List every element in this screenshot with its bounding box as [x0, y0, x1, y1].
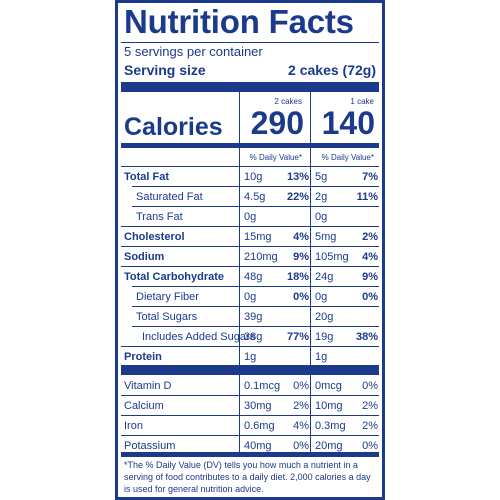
divider	[121, 166, 379, 167]
percent-dv-1-cake: 0%	[362, 291, 378, 303]
serving-size-row: Serving size 2 cakes (72g)	[124, 62, 376, 78]
amount-2-cakes: 40mg	[244, 440, 272, 452]
medium-divider	[121, 452, 379, 457]
nutrient-name: Trans Fat	[136, 211, 183, 223]
percent-dv-1-cake: 2%	[362, 400, 378, 412]
nutrient-name: Protein	[124, 351, 162, 363]
nutrient-name: Total Sugars	[136, 311, 198, 323]
percent-dv-2-cakes: 4%	[293, 420, 309, 432]
amount-1-cake: 20mg	[315, 440, 343, 452]
calories-label: Calories	[124, 113, 223, 141]
nutrient-name: Includes Added Sugars	[142, 331, 256, 343]
row-divider	[121, 266, 379, 267]
vitamin-name: Iron	[124, 420, 143, 432]
amount-2-cakes: 10g	[244, 171, 263, 183]
vitamin-name: Vitamin D	[124, 380, 172, 392]
amount-1-cake: 20g	[315, 311, 334, 323]
amount-2-cakes: 0.1mcg	[244, 380, 281, 392]
amount-2-cakes: 1g	[244, 351, 257, 363]
percent-dv-1-cake: 11%	[356, 191, 378, 203]
percent-dv-1-cake: 4%	[362, 251, 378, 263]
percent-dv-2-cakes: 18%	[286, 271, 309, 283]
row-divider	[121, 435, 379, 436]
serving-size-value: 2 cakes (72g)	[288, 62, 376, 78]
column-header-1-cake: 1 cake	[350, 97, 374, 106]
amount-2-cakes: 4.5g	[244, 191, 266, 203]
percent-dv-2-cakes: 0%	[293, 440, 309, 452]
amount-1-cake: 19g	[315, 331, 334, 343]
medium-divider	[121, 143, 379, 148]
percent-dv-2-cakes: 77%	[286, 331, 309, 343]
amount-1-cake: 0g	[315, 211, 328, 223]
percent-dv-1-cake: 2%	[362, 231, 378, 243]
amount-2-cakes: 39g	[244, 311, 263, 323]
servings-per-container: 5 servings per container	[124, 44, 263, 59]
percent-dv-2-cakes: 22%	[286, 191, 309, 203]
amount-1-cake: 0.3mg	[315, 420, 346, 432]
amount-1-cake: 5g	[315, 171, 328, 183]
nutrient-name: Saturated Fat	[136, 191, 203, 203]
amount-2-cakes: 210mg	[244, 251, 278, 263]
percent-dv-2-cakes: 0%	[293, 291, 309, 303]
row-divider	[132, 206, 379, 207]
amount-1-cake: 1g	[315, 351, 328, 363]
vitamin-name: Calcium	[124, 400, 164, 412]
row-divider	[121, 395, 379, 396]
row-divider	[121, 415, 379, 416]
calories-value-2-cakes: 290	[250, 105, 304, 141]
row-divider	[132, 306, 379, 307]
percent-dv-2-cakes: 0%	[293, 380, 309, 392]
divider	[121, 42, 379, 43]
percent-dv-1-cake: 0%	[362, 440, 378, 452]
amount-1-cake: 105mg	[315, 251, 349, 263]
percent-dv-1-cake: 7%	[362, 171, 378, 183]
amount-2-cakes: 48g	[244, 271, 263, 283]
thick-divider	[121, 82, 379, 92]
percent-dv-1-cake: 9%	[362, 271, 378, 283]
daily-value-header-2-cakes: % Daily Value*	[249, 153, 302, 162]
nutrient-name: Total Carbohydrate	[124, 271, 225, 283]
calories-value-1-cake: 140	[321, 105, 375, 141]
amount-2-cakes: 0g	[244, 291, 257, 303]
amount-2-cakes: 0g	[244, 211, 257, 223]
nutrient-name: Cholesterol	[124, 231, 185, 243]
nutrient-name: Dietary Fiber	[136, 291, 199, 303]
amount-1-cake: 0mcg	[315, 380, 342, 392]
row-divider	[121, 346, 379, 347]
amount-1-cake: 5mg	[315, 231, 337, 243]
percent-dv-1-cake: 0%	[362, 380, 378, 392]
amount-2-cakes: 30mg	[244, 400, 272, 412]
amount-1-cake: 2g	[315, 191, 328, 203]
nutrient-name: Total Fat	[124, 171, 170, 183]
column-divider-right	[310, 92, 311, 452]
nutrient-name: Sodium	[124, 251, 165, 263]
column-header-2-cakes: 2 cakes	[274, 97, 302, 106]
amount-2-cakes: 15mg	[244, 231, 272, 243]
daily-value-header-1-cake: % Daily Value*	[321, 153, 374, 162]
amount-2-cakes: 38g	[244, 331, 263, 343]
row-divider	[121, 246, 379, 247]
percent-dv-2-cakes: 13%	[286, 171, 309, 183]
amount-1-cake: 0g	[315, 291, 328, 303]
row-divider	[132, 186, 379, 187]
row-divider	[121, 226, 379, 227]
column-divider-left	[239, 92, 240, 452]
amount-1-cake: 10mg	[315, 400, 343, 412]
vitamin-name: Potassium	[124, 440, 176, 452]
amount-2-cakes: 0.6mg	[244, 420, 275, 432]
percent-dv-2-cakes: 9%	[293, 251, 309, 263]
amount-1-cake: 24g	[315, 271, 334, 283]
footnote: *The % Daily Value (DV) tells you how mu…	[124, 460, 371, 494]
percent-dv-2-cakes: 2%	[293, 400, 309, 412]
nutrition-facts-label: Nutrition Facts 5 servings per container…	[115, 0, 385, 500]
percent-dv-2-cakes: 4%	[293, 231, 309, 243]
percent-dv-1-cake: 2%	[362, 420, 378, 432]
row-divider	[132, 326, 379, 327]
thick-divider	[121, 365, 379, 375]
serving-size-label: Serving size	[124, 62, 206, 78]
row-divider	[132, 286, 379, 287]
label-title: Nutrition Facts	[124, 3, 354, 40]
percent-dv-1-cake: 38%	[355, 331, 378, 343]
